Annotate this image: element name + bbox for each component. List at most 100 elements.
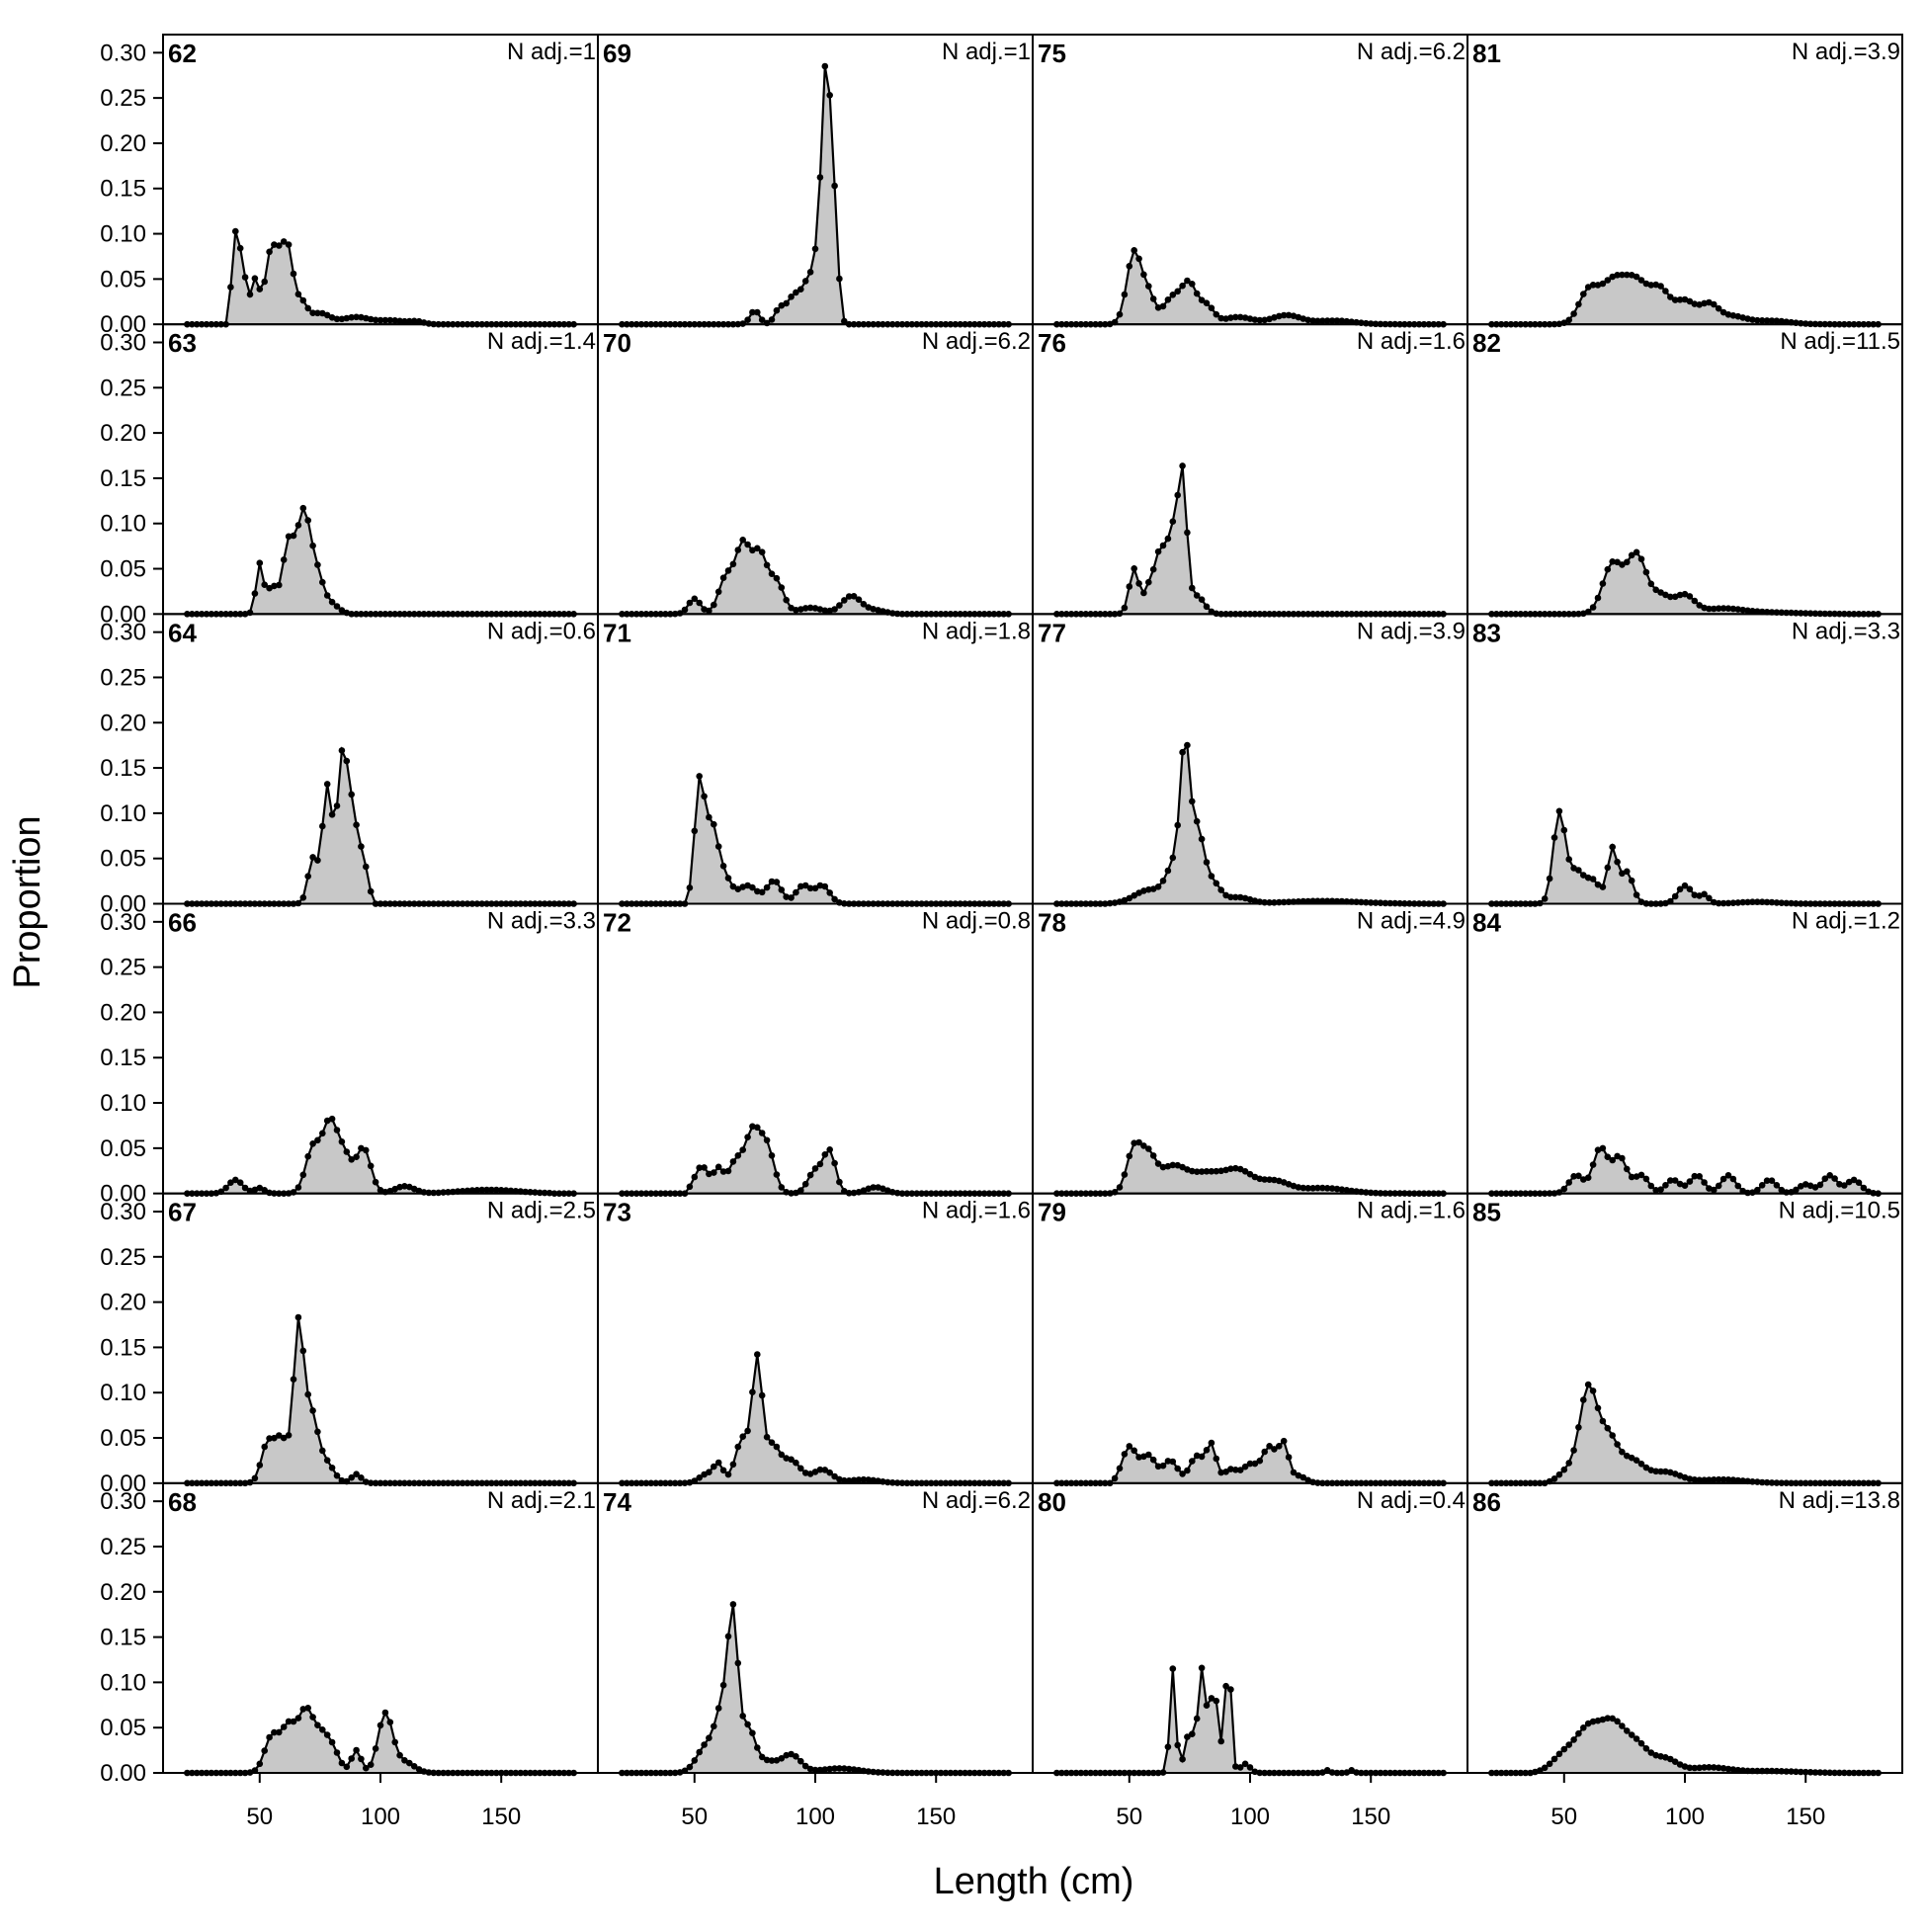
data-point: [686, 599, 694, 607]
panel-nadj-label: N adj.=0.8: [922, 908, 1031, 935]
panel-frame: [1032, 902, 1468, 1195]
data-point: [1213, 1167, 1220, 1175]
data-point: [1198, 1453, 1206, 1461]
data-point: [323, 1457, 331, 1464]
line-67: [187, 1316, 574, 1484]
panel-nadj-label: N adj.=0.4: [1357, 1487, 1466, 1514]
data-point: [1174, 1741, 1181, 1749]
data-point: [1701, 890, 1708, 898]
data-point: [1555, 1750, 1563, 1758]
data-point: [1154, 1160, 1162, 1167]
data-point: [754, 1744, 761, 1751]
panel-63: 63 N adj.=1.4: [162, 323, 599, 618]
data-point: [1217, 1737, 1224, 1745]
area-77: [1056, 745, 1444, 904]
y-tick-label: 0.15: [100, 1045, 146, 1071]
data-point: [1546, 1760, 1553, 1768]
data-point: [261, 278, 269, 286]
area-62: [187, 231, 574, 325]
area-73: [622, 1354, 1009, 1483]
data-point: [1589, 1718, 1597, 1725]
data-point: [1734, 1182, 1742, 1190]
data-point: [1246, 1170, 1254, 1178]
data-point: [714, 588, 722, 596]
y-tick-label: 0.00: [100, 1470, 146, 1497]
data-point: [1652, 586, 1659, 594]
panel-nadj-label: N adj.=3.3: [487, 908, 596, 935]
data-point: [1159, 1163, 1167, 1171]
data-point: [410, 317, 418, 325]
data-point: [758, 1391, 766, 1399]
data-point: [754, 308, 761, 316]
data-point: [276, 1728, 283, 1736]
data-point: [1609, 843, 1616, 851]
data-point: [797, 882, 804, 890]
data-point: [1599, 883, 1607, 890]
data-point: [1304, 1185, 1311, 1192]
data-point: [353, 1746, 360, 1754]
data-point: [367, 1761, 375, 1768]
data-point: [1203, 1702, 1211, 1709]
area-68: [187, 1708, 574, 1773]
panel-frame: [597, 323, 1034, 616]
data-point: [729, 1601, 737, 1608]
data-point: [1184, 529, 1191, 537]
panel-year-label: 68: [168, 1487, 197, 1517]
data-point: [1174, 288, 1181, 295]
data-point: [1850, 1176, 1858, 1184]
data-point: [1628, 551, 1635, 559]
data-point: [1266, 1443, 1273, 1450]
data-point: [1686, 1178, 1694, 1185]
data-point: [1121, 291, 1129, 298]
data-point: [706, 1734, 712, 1741]
area-74: [622, 1604, 1009, 1773]
data-point: [1637, 555, 1645, 562]
data-point: [1734, 1766, 1742, 1774]
data-point: [1193, 817, 1201, 825]
panel-70: 70 N adj.=6.2: [597, 323, 1034, 618]
panel-frame: [597, 902, 1034, 1195]
data-point: [1624, 1165, 1631, 1173]
data-point: [323, 1731, 331, 1738]
data-point: [1135, 1138, 1142, 1146]
data-point: [1624, 271, 1631, 279]
data-point: [309, 1407, 316, 1414]
data-point: [1145, 885, 1152, 893]
panel-nadj-label: N adj.=10.5: [1779, 1198, 1900, 1224]
data-point: [1560, 1185, 1568, 1193]
panel-frame: [1466, 613, 1903, 905]
data-point: [271, 582, 278, 590]
data-point: [711, 1169, 717, 1176]
data-point: [358, 843, 365, 850]
data-point: [1696, 1173, 1703, 1180]
data-point: [696, 1474, 703, 1481]
panel-69: 69 N adj.=1: [597, 34, 1034, 328]
axes-layer: 0.000.050.100.150.200.250.300.000.050.10…: [100, 40, 1825, 1830]
data-point: [1251, 1460, 1259, 1468]
data-point: [691, 827, 699, 835]
data-point: [251, 590, 259, 597]
data-point: [241, 274, 249, 281]
panel-year-label: 73: [603, 1198, 631, 1227]
data-point: [836, 602, 843, 609]
y-tick-label: 0.00: [100, 601, 146, 628]
data-point: [1560, 826, 1568, 834]
data-point: [806, 269, 814, 276]
panel-year-label: 69: [603, 39, 631, 68]
data-point: [1285, 1454, 1293, 1461]
data-point: [1701, 1764, 1708, 1771]
data-point: [1719, 1175, 1727, 1183]
panel-nadj-label: N adj.=1.4: [487, 328, 596, 355]
data-point: [227, 1179, 234, 1186]
data-point: [1135, 580, 1142, 587]
data-point: [280, 556, 288, 563]
panel-year-label: 74: [603, 1487, 631, 1517]
data-point: [1667, 1177, 1674, 1184]
data-point: [768, 878, 776, 885]
data-point: [1637, 1171, 1645, 1179]
data-point: [1575, 1729, 1582, 1737]
data-point: [1164, 867, 1172, 875]
data-point: [1599, 580, 1607, 587]
data-point: [1208, 304, 1215, 312]
data-point: [1614, 1718, 1621, 1725]
